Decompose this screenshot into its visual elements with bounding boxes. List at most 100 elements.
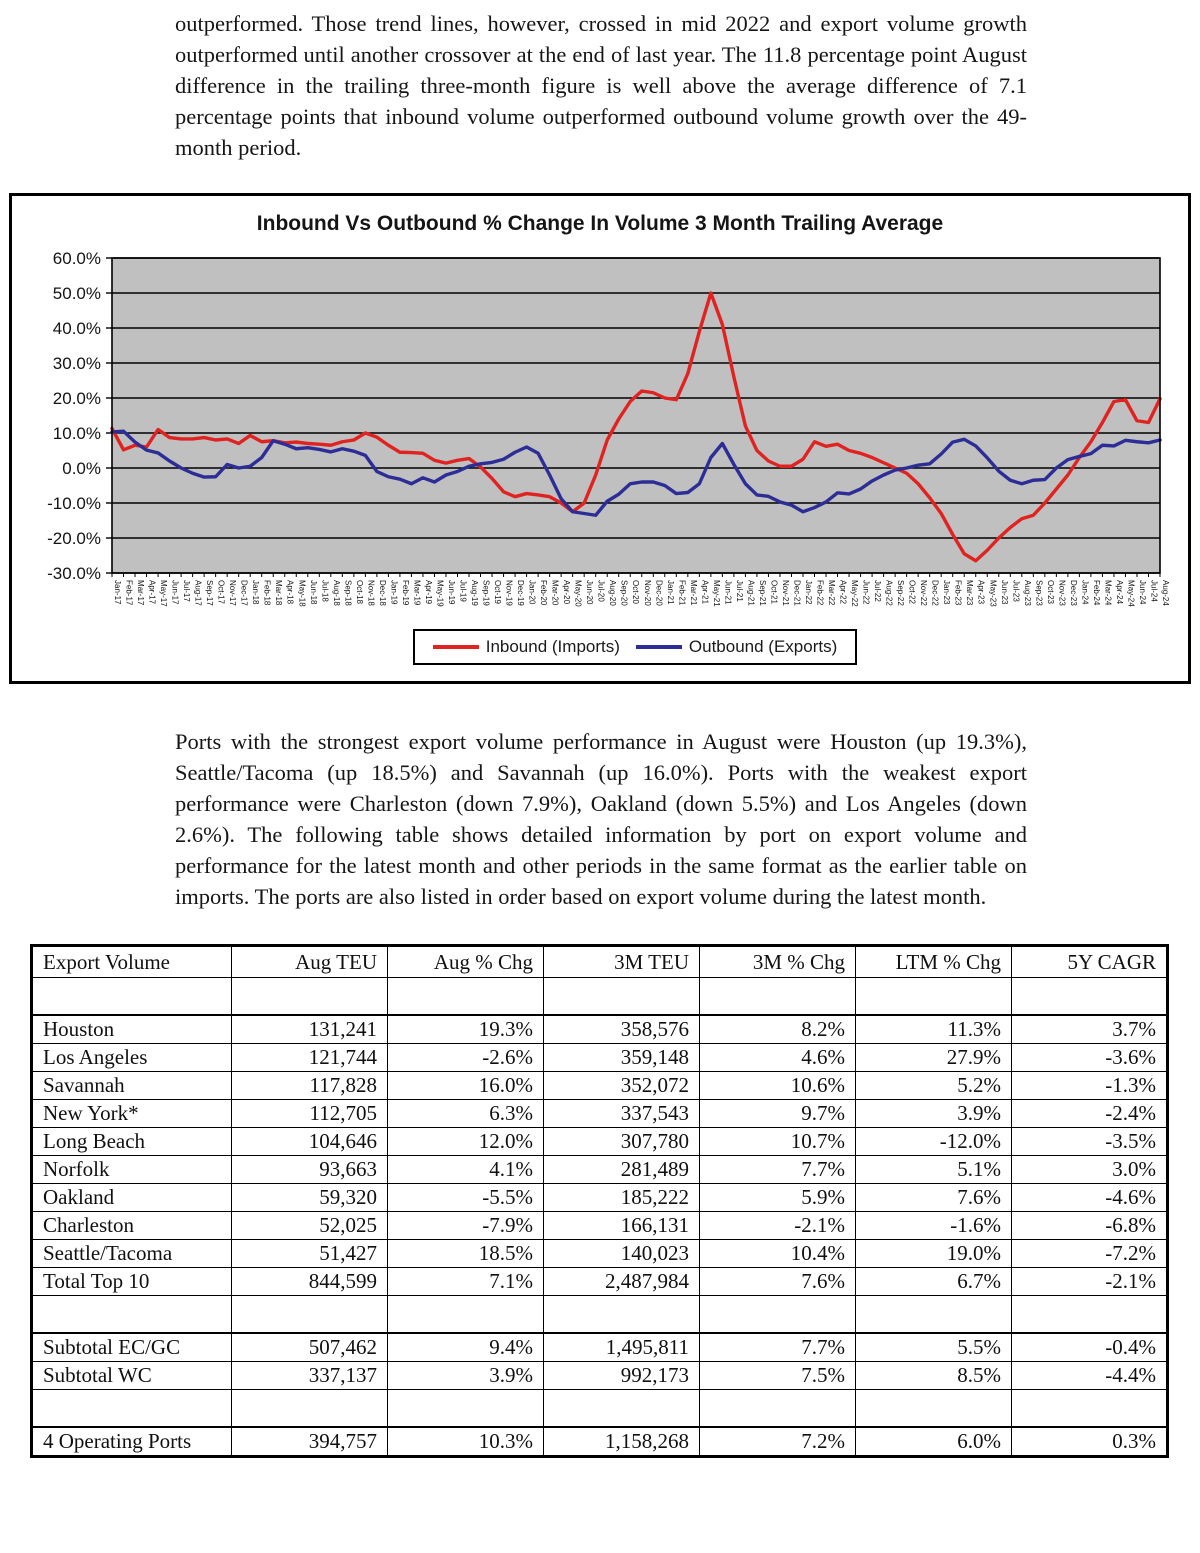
value-cell: 3.0% bbox=[1011, 1155, 1168, 1184]
x-tick-label: Sep-22 bbox=[896, 580, 905, 606]
value-cell: -1.3% bbox=[1011, 1071, 1168, 1100]
value-cell: 358,576 bbox=[543, 1014, 700, 1044]
plot-border bbox=[111, 257, 1161, 574]
x-tick-label: May-21 bbox=[712, 580, 721, 607]
export-volume-table: Export Volume Aug TEU Aug % Chg 3M TEU 3M % … bbox=[30, 944, 1169, 1458]
x-tick-label: Sep-19 bbox=[482, 580, 491, 606]
x-tick-label: Feb-23 bbox=[954, 580, 963, 606]
x-tick-label: Mar-23 bbox=[965, 580, 974, 606]
x-tick-label: Jul-17 bbox=[182, 580, 191, 602]
port-name-cell: Los Angeles bbox=[31, 1043, 232, 1072]
value-cell: -2.1% bbox=[699, 1211, 856, 1240]
legend-item-inbound: Inbound (Imports) bbox=[432, 637, 620, 657]
x-tick-label: Nov-23 bbox=[1057, 580, 1066, 606]
x-tick-label: Apr-24 bbox=[1115, 580, 1124, 605]
x-tick-label: Apr-20 bbox=[562, 580, 571, 605]
table-row: Charleston 52,025 -7.9% 166,131 -2.1% -1.6% -6… bbox=[31, 1211, 1168, 1240]
body-paragraph-2: Ports with the strongest export volume p… bbox=[175, 729, 1027, 909]
port-name-cell: Oakland bbox=[31, 1183, 232, 1212]
table-row: Houston 131,241 19.3% 358,576 8.2% 11.3% 3.7% bbox=[31, 1014, 1168, 1044]
value-cell: 93,663 bbox=[231, 1155, 388, 1184]
table-row: Los Angeles 121,744 -2.6% 359,148 4.6% 27.9% -… bbox=[31, 1043, 1168, 1072]
value-cell: 394,757 bbox=[231, 1426, 388, 1457]
empty-cell bbox=[1011, 977, 1168, 1016]
x-tick-label: Feb-24 bbox=[1092, 580, 1101, 606]
legend-item-outbound: Outbound (Exports) bbox=[635, 637, 837, 657]
empty-cell bbox=[699, 977, 856, 1016]
x-tick-label: Apr-18 bbox=[286, 580, 295, 605]
x-tick-label: Jul-20 bbox=[597, 580, 606, 602]
x-tick-label: Jun-21 bbox=[723, 580, 732, 605]
outbound-series-line bbox=[110, 429, 1162, 517]
x-tick-label: Jul-22 bbox=[873, 580, 882, 602]
empty-cell bbox=[231, 977, 388, 1016]
x-tick-label: Feb-17 bbox=[125, 580, 134, 606]
x-tick-label: May-20 bbox=[574, 580, 583, 607]
value-cell: -1.6% bbox=[855, 1211, 1012, 1240]
x-tick-label: Apr-17 bbox=[148, 580, 157, 605]
value-cell: 3.7% bbox=[1011, 1014, 1168, 1044]
x-tick-label: May-22 bbox=[850, 580, 859, 607]
value-cell: 7.7% bbox=[699, 1332, 856, 1362]
port-name-cell: Norfolk bbox=[31, 1155, 232, 1184]
value-cell: 1,495,811 bbox=[543, 1332, 700, 1362]
table-row: Long Beach 104,646 12.0% 307,780 10.7% -12.0%… bbox=[31, 1127, 1168, 1156]
value-cell: -5.5% bbox=[387, 1183, 544, 1212]
empty-cell bbox=[543, 977, 700, 1016]
x-tick-label: Oct-22 bbox=[908, 580, 917, 605]
empty-cell bbox=[387, 1295, 544, 1334]
x-tick-label: Mar-17 bbox=[136, 580, 145, 606]
x-tick-label: Jun-22 bbox=[862, 580, 871, 605]
table-header-row: Export Volume Aug TEU Aug % Chg 3M TEU 3M % … bbox=[31, 945, 1168, 978]
chart-legend: Inbound (Imports) Outbound (Exports) bbox=[412, 629, 858, 665]
x-tick-label: Mar-24 bbox=[1103, 580, 1112, 606]
x-tick-label: Aug-20 bbox=[608, 580, 617, 606]
x-tick-label: Jun-19 bbox=[447, 580, 456, 605]
value-cell: 4.6% bbox=[699, 1043, 856, 1072]
empty-cell bbox=[699, 1295, 856, 1334]
x-tick-label: Jun-17 bbox=[171, 580, 180, 605]
value-cell: 8.2% bbox=[699, 1014, 856, 1044]
port-name-cell: Charleston bbox=[31, 1211, 232, 1240]
x-tick-label: Mar-21 bbox=[689, 580, 698, 606]
x-tick-label: Mar-19 bbox=[412, 580, 421, 606]
value-cell: 0.3% bbox=[1011, 1426, 1168, 1457]
x-tick-label: Jul-19 bbox=[458, 580, 467, 602]
port-name-cell: Long Beach bbox=[31, 1127, 232, 1156]
value-cell: 10.7% bbox=[699, 1127, 856, 1156]
port-name-cell: Seattle/Tacoma bbox=[31, 1239, 232, 1268]
x-tick-label: Feb-20 bbox=[539, 580, 548, 606]
x-tick-label: Dec-17 bbox=[240, 580, 249, 606]
x-tick-label: Jul-23 bbox=[1011, 580, 1020, 602]
value-cell: -6.8% bbox=[1011, 1211, 1168, 1240]
x-tick-label: Apr-22 bbox=[839, 580, 848, 605]
value-cell: 9.4% bbox=[387, 1332, 544, 1362]
table-row: Oakland 59,320 -5.5% 185,222 5.9% 7.6% -4.6% bbox=[31, 1183, 1168, 1212]
value-cell: 7.6% bbox=[699, 1267, 856, 1296]
x-tick-label: Oct-17 bbox=[217, 580, 226, 605]
value-cell: 10.6% bbox=[699, 1071, 856, 1100]
y-tick-label: 20.0% bbox=[53, 389, 101, 408]
value-cell: -4.6% bbox=[1011, 1183, 1168, 1212]
y-tick-label: -30.0% bbox=[47, 564, 101, 583]
value-cell: 281,489 bbox=[543, 1155, 700, 1184]
table-row: Norfolk 93,663 4.1% 281,489 7.7% 5.1% 3.0% bbox=[31, 1155, 1168, 1184]
table-row: 4 Operating Ports 394,757 10.3% 1,158,268 7.… bbox=[31, 1426, 1168, 1457]
port-name-cell: Houston bbox=[31, 1014, 232, 1044]
empty-cell bbox=[231, 1389, 388, 1428]
x-tick-label: Dec-23 bbox=[1069, 580, 1078, 606]
x-tick-label: Dec-21 bbox=[792, 580, 801, 606]
value-cell: 7.7% bbox=[699, 1155, 856, 1184]
value-cell: 10.3% bbox=[387, 1426, 544, 1457]
column-header: 3M TEU bbox=[543, 945, 700, 978]
x-tick-label: Sep-23 bbox=[1034, 580, 1043, 606]
value-cell: 16.0% bbox=[387, 1071, 544, 1100]
value-cell: 7.1% bbox=[387, 1267, 544, 1296]
column-header: Aug TEU bbox=[231, 945, 388, 978]
table-row: Subtotal WC 337,137 3.9% 992,173 7.5% 8.5% -4.… bbox=[31, 1361, 1168, 1390]
value-cell: 1,158,268 bbox=[543, 1426, 700, 1457]
x-tick-label: May-24 bbox=[1126, 580, 1135, 607]
value-cell: -7.9% bbox=[387, 1211, 544, 1240]
table-row: Total Top 10 844,599 7.1% 2,487,984 7.6% 6.7%… bbox=[31, 1267, 1168, 1296]
y-tick-label: 30.0% bbox=[53, 354, 101, 373]
